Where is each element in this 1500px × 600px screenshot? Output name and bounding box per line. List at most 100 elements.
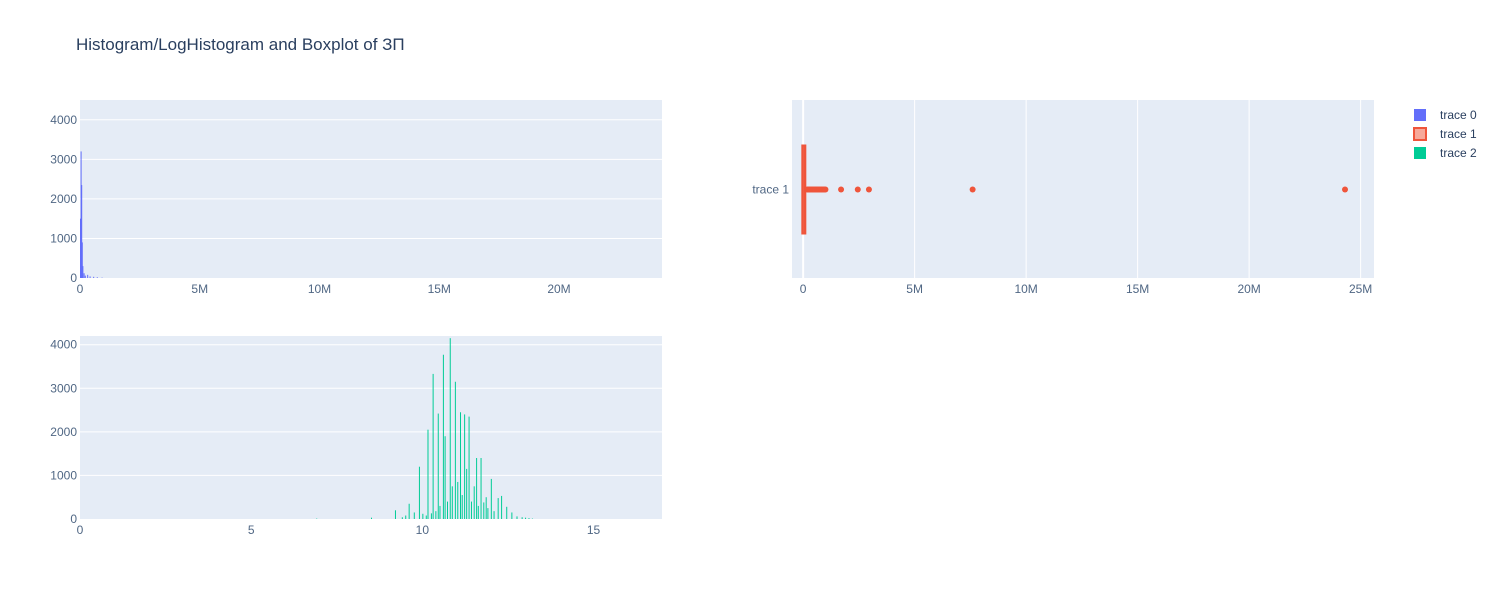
- histogram-bar[interactable]: [394, 510, 396, 519]
- x-tick-label: 15: [587, 523, 601, 537]
- y-tick-label: 3000: [50, 381, 77, 395]
- legend-label: trace 1: [1440, 127, 1477, 141]
- plot-area: [80, 100, 662, 278]
- histogram-bar[interactable]: [528, 518, 530, 519]
- legend-item-trace-1[interactable]: trace 1: [1413, 127, 1477, 141]
- outlier-point[interactable]: [854, 186, 861, 193]
- y-tick-label: 3000: [50, 152, 77, 166]
- y-tick-label: 2000: [50, 192, 77, 206]
- histogram-bar[interactable]: [497, 498, 499, 519]
- histogram-bar[interactable]: [521, 517, 523, 519]
- histogram-bar[interactable]: [89, 276, 91, 278]
- histogram-bar[interactable]: [447, 501, 449, 519]
- x-tick-label: 20M: [547, 282, 570, 296]
- histogram-bar[interactable]: [427, 429, 429, 519]
- histogram-bar[interactable]: [493, 511, 495, 519]
- histogram-bar[interactable]: [401, 517, 403, 519]
- histogram-bar[interactable]: [371, 517, 372, 519]
- histogram-bar[interactable]: [80, 151, 82, 278]
- histogram-bar[interactable]: [451, 486, 453, 519]
- plot-area: [792, 100, 1374, 278]
- x-tick-label: 0: [77, 282, 84, 296]
- log-histogram-subplot[interactable]: 0 1000 2000 3000 4000 0 5 10 15: [50, 336, 662, 537]
- outlier-point[interactable]: [865, 186, 872, 193]
- histogram-bar[interactable]: [439, 505, 441, 519]
- histogram-bar[interactable]: [476, 458, 478, 519]
- histogram-bar[interactable]: [460, 412, 462, 519]
- histogram-bar[interactable]: [449, 338, 451, 519]
- histogram-bar[interactable]: [82, 266, 84, 278]
- histogram-bar[interactable]: [83, 273, 85, 278]
- x-tick-label: 10: [416, 523, 430, 537]
- y-tick-label: 0: [70, 512, 77, 526]
- histogram-bar[interactable]: [464, 414, 466, 519]
- histogram-bar[interactable]: [442, 354, 444, 519]
- legend[interactable]: trace 0 trace 1 trace 2: [1413, 108, 1477, 160]
- histogram-bar[interactable]: [408, 503, 410, 519]
- x-tick-label: 10M: [308, 282, 331, 296]
- histogram-bar[interactable]: [81, 242, 83, 278]
- histogram-bar[interactable]: [511, 512, 513, 519]
- histogram-bar[interactable]: [501, 495, 503, 519]
- x-tick-label: 5: [248, 523, 255, 537]
- y-tick-label: 1000: [50, 231, 77, 245]
- x-tick-label: 20M: [1237, 282, 1260, 296]
- histogram-bar[interactable]: [87, 274, 89, 278]
- legend-label: trace 2: [1440, 146, 1477, 160]
- outlier-point[interactable]: [969, 186, 976, 193]
- histogram-bar[interactable]: [477, 505, 479, 519]
- y-tick-label: 2000: [50, 425, 77, 439]
- legend-swatch: [1413, 127, 1427, 141]
- boxplot-subplot[interactable]: 0 5M 10M 15M 20M 25M trace 1: [752, 100, 1374, 296]
- histogram-bar[interactable]: [425, 515, 427, 519]
- histogram-bar[interactable]: [487, 508, 489, 519]
- histogram-bar[interactable]: [468, 416, 470, 519]
- legend-swatch: [1414, 109, 1426, 121]
- histogram-bar[interactable]: [432, 373, 434, 519]
- x-tick-label: 25M: [1349, 282, 1372, 296]
- x-tick-label: 0: [800, 282, 807, 296]
- histogram-bar[interactable]: [454, 381, 456, 519]
- histogram-bar[interactable]: [490, 478, 492, 519]
- histogram-bar[interactable]: [473, 486, 475, 519]
- histogram-bar[interactable]: [96, 277, 98, 278]
- histogram-bar[interactable]: [435, 511, 437, 519]
- histogram-bar[interactable]: [84, 275, 86, 278]
- histogram-bar[interactable]: [525, 517, 527, 519]
- outlier-point[interactable]: [1342, 186, 1349, 193]
- histogram-bar[interactable]: [422, 513, 424, 519]
- histogram-bar[interactable]: [485, 497, 487, 519]
- histogram-bar[interactable]: [81, 185, 83, 278]
- histogram-subplot[interactable]: 0 1000 2000 3000 4000 0 5M 10M 15M 20M: [50, 100, 662, 296]
- x-tick-label: 15M: [428, 282, 451, 296]
- histogram-bar[interactable]: [413, 512, 415, 519]
- y-tick-label: 1000: [50, 468, 77, 482]
- histogram-bar[interactable]: [466, 468, 468, 519]
- histogram-bar[interactable]: [418, 466, 420, 519]
- chart-title: Histogram/LogHistogram and Boxplot of ЗП: [76, 35, 405, 54]
- legend-item-trace-0[interactable]: trace 0: [1414, 108, 1477, 122]
- y-tick-label: 4000: [50, 338, 77, 352]
- histogram-bar[interactable]: [480, 458, 482, 519]
- x-tick-label: 0: [77, 523, 84, 537]
- histogram-bar[interactable]: [457, 481, 459, 519]
- x-tick-label: 10M: [1014, 282, 1037, 296]
- y-tick-label: 4000: [50, 113, 77, 127]
- outlier-point[interactable]: [838, 186, 845, 193]
- histogram-bar[interactable]: [506, 506, 508, 519]
- box-category-label: trace 1: [752, 183, 789, 197]
- histogram-bar[interactable]: [80, 218, 81, 278]
- histogram-bar[interactable]: [430, 513, 432, 519]
- histogram-bar[interactable]: [483, 502, 485, 519]
- y-tick-label: 0: [70, 271, 77, 285]
- outlier-point[interactable]: [822, 186, 829, 193]
- histogram-bar[interactable]: [93, 276, 95, 278]
- legend-item-trace-2[interactable]: trace 2: [1414, 146, 1477, 160]
- histogram-bar[interactable]: [461, 495, 463, 519]
- histogram-bar[interactable]: [437, 413, 439, 519]
- histogram-bar[interactable]: [470, 501, 472, 519]
- histogram-bar[interactable]: [444, 436, 446, 519]
- histogram-bar[interactable]: [516, 516, 518, 519]
- histogram-bar[interactable]: [405, 515, 407, 519]
